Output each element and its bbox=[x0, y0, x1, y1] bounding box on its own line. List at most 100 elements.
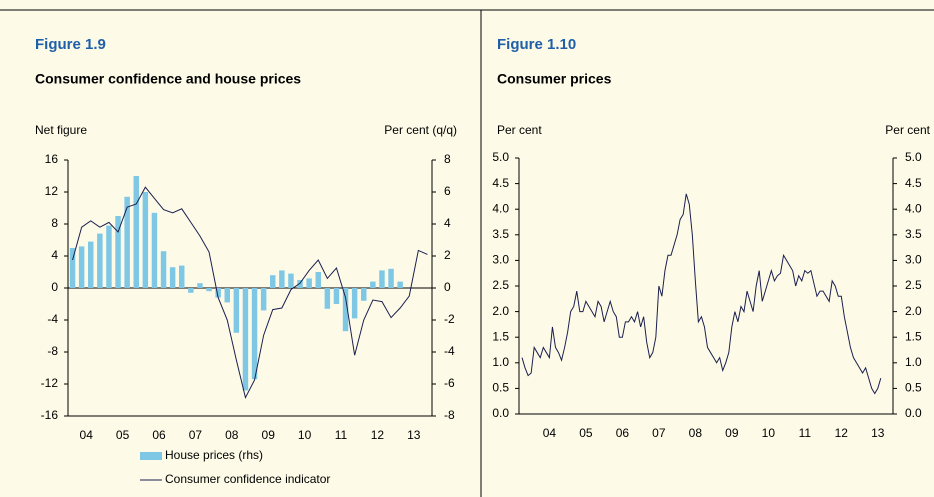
figure-label: Figure 1.9 bbox=[35, 36, 106, 53]
y2-tick-label: 0.5 bbox=[905, 381, 922, 395]
y2-axis-label: Per cent bbox=[885, 123, 930, 137]
y-tick-label: -8 bbox=[47, 344, 58, 358]
legend-label: House prices (rhs) bbox=[165, 448, 263, 462]
y-tick-label: -4 bbox=[47, 312, 58, 326]
y2-axis-label: Per cent (q/q) bbox=[384, 123, 457, 137]
y2-tick-label: 3.5 bbox=[905, 227, 922, 241]
bar bbox=[379, 270, 385, 288]
y-tick-label: 12 bbox=[45, 184, 59, 198]
x-tick-label: 07 bbox=[652, 426, 666, 440]
line bbox=[72, 186, 428, 400]
x-tick-label: 13 bbox=[871, 426, 885, 440]
bar bbox=[397, 281, 403, 288]
x-tick-label: 12 bbox=[835, 426, 849, 440]
bar bbox=[279, 270, 285, 288]
bar bbox=[179, 265, 185, 288]
bar bbox=[370, 281, 376, 288]
bar bbox=[315, 272, 321, 288]
x-tick-label: 09 bbox=[262, 428, 276, 442]
bar bbox=[233, 288, 240, 333]
bar bbox=[106, 225, 112, 288]
bar bbox=[224, 288, 230, 303]
x-tick-label: 06 bbox=[152, 428, 166, 442]
y-tick-label: 8 bbox=[51, 216, 58, 230]
legend-swatch bbox=[140, 452, 162, 460]
bar bbox=[361, 288, 367, 301]
y-tick-label: 0.0 bbox=[492, 406, 509, 420]
y2-tick-label: 2.5 bbox=[905, 278, 922, 292]
y-tick-label: 4.5 bbox=[492, 176, 509, 190]
bar bbox=[351, 288, 358, 319]
bar bbox=[97, 233, 103, 288]
bar bbox=[324, 288, 331, 309]
bar bbox=[197, 283, 203, 288]
x-tick-label: 07 bbox=[189, 428, 203, 442]
x-tick-label: 08 bbox=[225, 428, 239, 442]
bar bbox=[260, 288, 267, 311]
y-tick-label: 2.5 bbox=[492, 278, 509, 292]
y2-tick-label: 0.0 bbox=[905, 406, 922, 420]
x-tick-label: 04 bbox=[543, 426, 557, 440]
y-tick-label: -16 bbox=[41, 408, 59, 422]
y-tick-label: 16 bbox=[45, 152, 59, 166]
y2-tick-label: 1.5 bbox=[905, 329, 922, 343]
bar bbox=[133, 176, 139, 288]
x-tick-label: 06 bbox=[616, 426, 630, 440]
bar bbox=[297, 280, 303, 288]
x-tick-label: 05 bbox=[579, 426, 593, 440]
y-tick-label: 4 bbox=[51, 248, 58, 262]
x-tick-label: 04 bbox=[80, 428, 94, 442]
x-tick-label: 05 bbox=[116, 428, 130, 442]
bar bbox=[306, 278, 312, 288]
bar bbox=[242, 288, 249, 391]
legend-label: Consumer confidence indicator bbox=[165, 472, 330, 486]
y-tick-label: 3.0 bbox=[492, 253, 509, 267]
y-tick-label: 0 bbox=[51, 280, 58, 294]
y2-tick-label: -8 bbox=[444, 408, 455, 422]
y-axis-label: Net figure bbox=[35, 123, 87, 137]
x-tick-label: 12 bbox=[371, 428, 385, 442]
bar bbox=[333, 288, 340, 304]
bar bbox=[288, 273, 294, 288]
y-tick-label: 3.5 bbox=[492, 227, 509, 241]
y2-tick-label: 8 bbox=[444, 152, 451, 166]
y2-tick-label: 4.5 bbox=[905, 176, 922, 190]
x-tick-label: 08 bbox=[689, 426, 703, 440]
bar bbox=[169, 267, 176, 288]
x-tick-label: 09 bbox=[725, 426, 739, 440]
y2-tick-label: 0 bbox=[444, 280, 451, 294]
x-tick-label: 11 bbox=[799, 426, 812, 440]
chart-title: Consumer prices bbox=[497, 71, 612, 87]
chart-title: Consumer confidence and house prices bbox=[35, 71, 301, 87]
y-axis-label: Per cent bbox=[497, 123, 542, 137]
y2-tick-label: -2 bbox=[444, 312, 455, 326]
bar bbox=[142, 192, 149, 288]
y2-tick-label: 6 bbox=[444, 184, 451, 198]
figure-label: Figure 1.10 bbox=[497, 36, 576, 53]
bar bbox=[151, 212, 158, 288]
y2-tick-label: 1.0 bbox=[905, 355, 922, 369]
y2-tick-label: 4 bbox=[444, 216, 451, 230]
bar bbox=[215, 288, 221, 298]
bar bbox=[270, 275, 276, 288]
line bbox=[521, 193, 882, 395]
bar bbox=[251, 288, 258, 380]
y2-tick-label: -4 bbox=[444, 344, 455, 358]
y2-tick-label: 2 bbox=[444, 248, 451, 262]
x-tick-label: 13 bbox=[407, 428, 421, 442]
y2-tick-label: 3.0 bbox=[905, 253, 922, 267]
y-tick-label: -12 bbox=[41, 376, 59, 390]
y-tick-label: 0.5 bbox=[492, 381, 509, 395]
bar bbox=[124, 196, 130, 288]
x-tick-label: 10 bbox=[762, 426, 776, 440]
bar bbox=[115, 216, 121, 288]
y-tick-label: 5.0 bbox=[492, 150, 509, 164]
x-tick-label: 10 bbox=[298, 428, 312, 442]
y-tick-label: 2.0 bbox=[492, 304, 509, 318]
bar bbox=[69, 248, 76, 288]
y2-tick-label: 5.0 bbox=[905, 150, 922, 164]
y2-tick-label: 2.0 bbox=[905, 304, 922, 318]
bar bbox=[342, 288, 349, 332]
x-tick-label: 11 bbox=[335, 428, 348, 442]
